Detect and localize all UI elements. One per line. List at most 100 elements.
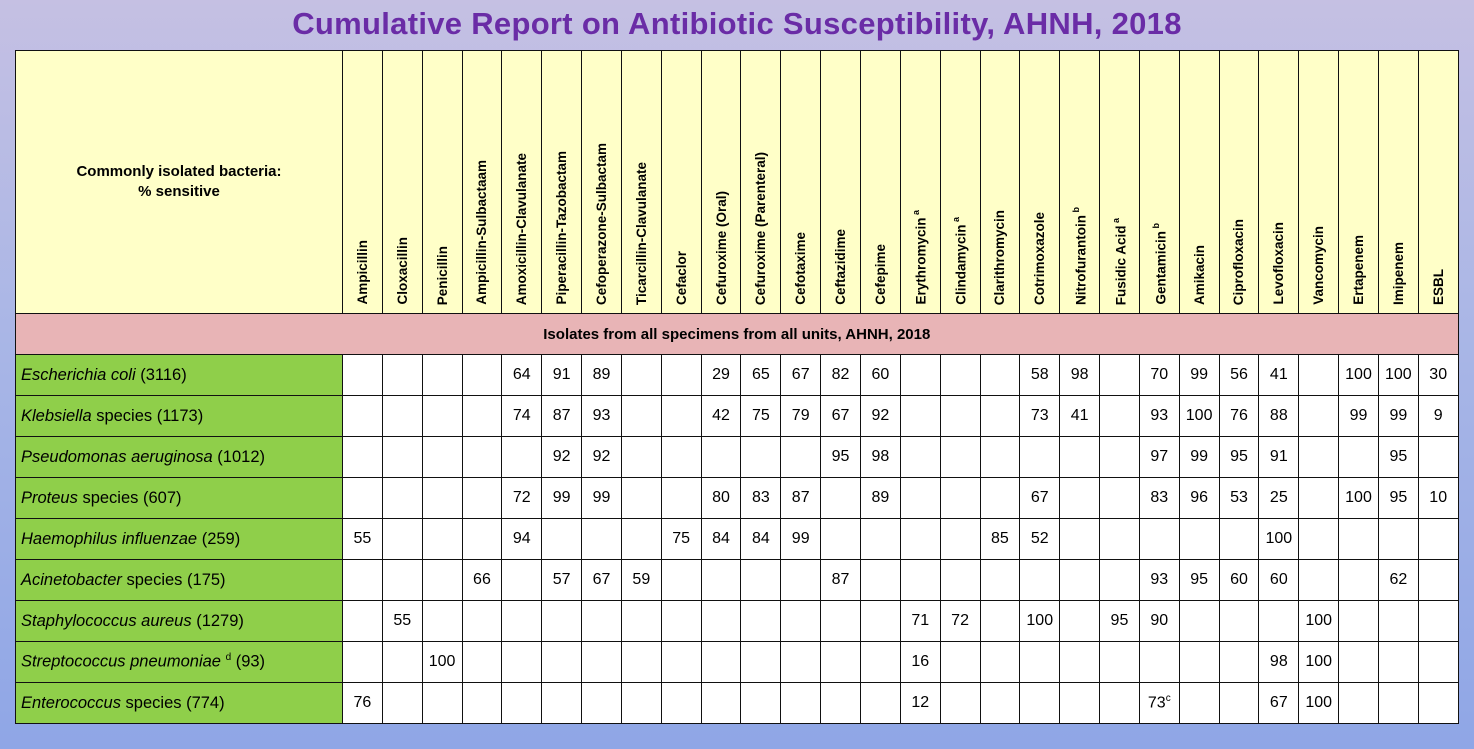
susceptibility-cell [620,682,662,724]
percent-sensitive: 75 [672,530,691,547]
antibiotic-name: Cefotaxime [793,232,808,305]
antibiotic-name: Ampicillin [355,240,370,305]
report-title: Cumulative Report on Antibiotic Suscepti… [292,6,1182,41]
susceptibility-cell: 60 [859,354,901,396]
susceptibility-cell [1019,436,1061,478]
susceptibility-cell [381,436,423,478]
antibiotic-name-text: Piperacillin-Tazobactam [554,151,570,305]
bacteria-footnote-marker: d [225,652,232,664]
bacteria-name: Escherichia coli (3116) [15,354,343,396]
susceptibility-cell [899,559,941,601]
antibiotic-name: Amikacin [1192,245,1207,305]
percent-sensitive: 92 [592,448,611,465]
susceptibility-cell: 93 [1138,559,1180,601]
percent-sensitive: 99 [791,530,810,547]
table-row: Staphylococcus aureus (1279) 55 71 72 100 95 9… [15,600,1459,642]
antibiotic-name: Penicillin [435,246,450,305]
susceptibility-cell [1218,682,1260,724]
percent-sensitive: 93 [1150,407,1169,424]
header-label-line1: Commonly isolated bacteria: [76,162,282,180]
table-row: Proteus species (607) 72 99 99 80 83 87 89 67 83 9… [15,477,1459,519]
susceptibility-cell: 76 [342,682,383,724]
antibiotic-name: Ciprofloxacin [1231,219,1246,305]
antibiotic-name: Ampicillin-Sulbactaam [474,160,489,305]
percent-sensitive: 90 [1150,612,1169,629]
percent-sensitive: 66 [473,571,491,588]
antibiotic-name: Ceftazidime [833,229,848,305]
susceptibility-cell [1338,436,1379,478]
percent-sensitive: 12 [911,694,930,711]
antibiotic-name-text: Amikacin [1191,244,1207,305]
susceptibility-cell: 67 [780,354,822,396]
susceptibility-cell [859,682,901,724]
percent-sensitive: 96 [1190,489,1209,506]
susceptibility-cell [581,682,622,724]
susceptibility-cell: 99 [1377,395,1419,437]
antibiotic-header: Penicillin [421,50,463,314]
susceptibility-cell [461,518,503,560]
percent-sensitive: 89 [871,489,890,506]
susceptibility-cell [1099,559,1140,601]
susceptibility-cell: 41 [1059,395,1101,437]
susceptibility-cell: 89 [859,477,901,519]
susceptibility-cell: 100 [421,641,463,683]
percent-sensitive: 84 [712,530,730,547]
susceptibility-cell: 57 [541,559,583,601]
antibiotic-name-text: Cefuroxime (Parenteral) [753,151,769,305]
percent-sensitive: 73 [1030,407,1049,424]
antibiotic-name: Cefepime [873,244,888,305]
percent-sensitive: 76 [353,694,372,711]
susceptibility-cell [581,518,622,560]
percent-sensitive: 100 [1265,530,1293,547]
antibiotic-name: Levofloxacin [1271,222,1286,305]
susceptibility-cell: 56 [1218,354,1260,396]
bacteria-name: Acinetobacter species (175) [15,559,343,601]
bacteria-species: Staphylococcus aureus [21,611,192,630]
antibiotic-header: Clarithromycin [979,50,1021,314]
susceptibility-cell [461,477,503,519]
susceptibility-cell [1218,641,1260,683]
susceptibility-cell [1099,641,1140,683]
susceptibility-cell: 90 [1138,600,1180,642]
percent-sensitive: 60 [871,366,890,383]
susceptibility-cell [421,682,463,724]
susceptibility-cell [501,436,543,478]
susceptibility-cell [1099,518,1140,560]
susceptibility-cell: 100 [1298,600,1340,642]
susceptibility-cell [381,682,423,724]
percent-sensitive: 92 [871,407,890,424]
susceptibility-cell: 88 [1258,395,1300,437]
percent-sensitive: 41 [1269,366,1288,383]
percent-sensitive: 16 [911,653,930,670]
susceptibility-cell: 60 [1218,559,1260,601]
antibiotic-name: Clindamycin a [951,217,969,305]
susceptibility-cell [780,436,822,478]
susceptibility-cell [620,436,662,478]
antibiotic-name-text: Cefoperazone-Sulbactam [593,142,609,305]
susceptibility-cell: 99 [1178,354,1220,396]
header-label-line2: % sensitive [138,183,220,200]
susceptibility-cell [1059,600,1101,642]
antibiotic-name-text: Cefepime [872,244,888,305]
susceptibility-cell [1099,682,1140,724]
susceptibility-cell: 87 [541,395,583,437]
bacteria-name: Pseudomonas aeruginosa (1012) [15,436,343,478]
percent-sensitive: 97 [1150,448,1169,465]
susceptibility-cell [421,518,463,560]
antibiotic-header: Piperacillin-Tazobactam [541,50,583,314]
percent-sensitive: 100 [1305,612,1333,629]
percent-sensitive: 72 [951,612,969,629]
susceptibility-cell [541,682,583,724]
percent-sensitive: 57 [552,571,571,588]
susceptibility-cell [1417,436,1459,478]
susceptibility-cell: 25 [1258,477,1300,519]
antibiotic-header: Ceftazidime [820,50,861,314]
susceptibility-cell: 75 [660,518,702,560]
susceptibility-cell [859,600,901,642]
percent-sensitive: 83 [1150,489,1169,506]
antibiotic-name-text: Erythromycin [913,217,929,305]
percent-sensitive: 52 [1030,530,1049,547]
susceptibility-cell: 95 [1218,436,1260,478]
susceptibility-cell [501,682,543,724]
percent-sensitive: 71 [911,612,930,629]
